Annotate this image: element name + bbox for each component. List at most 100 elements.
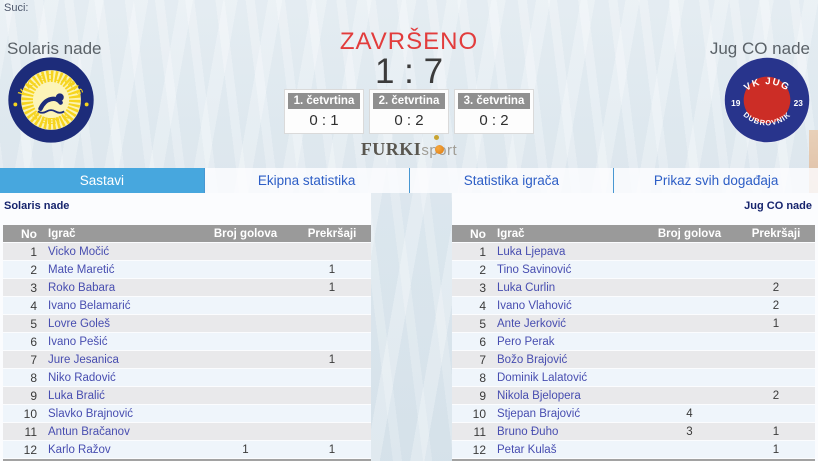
player-name: Božo Brajović <box>497 353 568 366</box>
table-row: 10 Slavko Brajnović <box>3 405 371 422</box>
player-number: 1 <box>30 244 37 259</box>
quarter-box-1: 1. četvrtina 0 : 1 <box>284 89 364 134</box>
table-row: 8 Dominik Lalatović <box>452 369 815 386</box>
column-header: Broj golova <box>213 227 278 240</box>
player-number: 4 <box>479 298 486 313</box>
next-section-bar <box>452 459 815 461</box>
player-name: Ivano Vlahović <box>497 299 572 312</box>
player-name: Nikola Bjelopera <box>497 389 581 402</box>
player-number: 7 <box>30 352 37 367</box>
svg-text:23: 23 <box>794 98 804 108</box>
player-name: Jure Jesanica <box>48 353 119 366</box>
player-number: 2 <box>479 262 486 277</box>
quarter-score: 0 : 2 <box>479 112 509 129</box>
player-number: 5 <box>30 316 37 331</box>
player-fouls: 2 <box>772 389 780 402</box>
quarter-box-2: 2. četvrtina 0 : 2 <box>369 89 449 134</box>
player-goals: 1 <box>242 443 249 456</box>
player-fouls: 1 <box>772 317 780 330</box>
player-number: 1 <box>479 244 486 259</box>
player-number: 7 <box>479 352 486 367</box>
player-number: 8 <box>30 370 37 385</box>
table-row: 11 Antun Bračanov <box>3 423 371 440</box>
away-roster-team-label: Jug CO nade <box>744 200 812 212</box>
table-row: 6 Ivano Pešić <box>3 333 371 350</box>
quarter-score: 0 : 2 <box>394 112 424 129</box>
next-section-bar <box>3 459 371 461</box>
player-name: Petar Kulaš <box>497 443 557 456</box>
quarter-box-3: 3. četvrtina 0 : 2 <box>454 89 534 134</box>
table-row: 5 Lovre Goleš <box>3 315 371 332</box>
table-row: 11 Bruno Đuho 3 1 <box>452 423 815 440</box>
player-name: Ivano Pešić <box>48 335 108 348</box>
table-row: 6 Pero Perak <box>452 333 815 350</box>
player-number: 3 <box>30 280 37 295</box>
player-number: 12 <box>23 442 37 457</box>
tab-ekipna-statistika[interactable]: Ekipna statistika <box>203 168 409 193</box>
column-header: Prekršaji <box>307 227 357 240</box>
player-number: 10 <box>23 406 37 421</box>
player-name: Tino Savinović <box>497 263 572 276</box>
table-row: 3 Luka Čurlin 2 <box>452 279 815 296</box>
brand-serif-text: FURKI <box>360 139 422 159</box>
furkisport-brand: FURKIsport <box>0 135 818 160</box>
away-team-logo-icon: VK JUG DUBROVNIK 19 23 <box>723 56 811 144</box>
away-roster-panel: Jug CO nade No Igrač Broj golova Prekršaji 1… <box>452 193 818 461</box>
small-ball-icon <box>434 135 440 140</box>
player-name: Roko Babara <box>48 281 116 294</box>
table-header-row: No Igrač Broj golova Prekršaji <box>3 225 371 242</box>
table-row: 1 Vicko Močić <box>3 243 371 260</box>
player-name: Ante Jerković <box>497 317 567 330</box>
tab-prikaz-svih-doga-aja[interactable]: Prikaz svih događaja <box>613 168 818 193</box>
player-name: Niko Radović <box>48 371 116 384</box>
player-goals: 3 <box>686 425 693 438</box>
player-fouls: 1 <box>328 443 336 456</box>
player-name: Antun Bračanov <box>48 425 130 438</box>
player-name: Lovre Goleš <box>48 317 111 330</box>
player-number: 9 <box>479 388 486 403</box>
table-row: 9 Luka Bralić <box>3 387 371 404</box>
match-score: 1 : 7 <box>374 52 444 91</box>
player-name: Pero Perak <box>497 335 555 348</box>
player-number: 4 <box>30 298 37 313</box>
player-name: Mate Maretić <box>48 263 115 276</box>
player-number: 6 <box>30 334 37 349</box>
player-fouls: 2 <box>772 299 780 312</box>
referees-label: Suci: <box>4 2 29 14</box>
quarter-label: 1. četvrtina <box>288 93 360 109</box>
table-row: 1 Luka Ljepava <box>452 243 815 260</box>
player-number: 12 <box>472 442 486 457</box>
table-row: 8 Niko Radović <box>3 369 371 386</box>
player-number: 8 <box>479 370 486 385</box>
home-team-name: Solaris nade <box>7 39 102 58</box>
home-roster-panel: Solaris nade No Igrač Broj golova Prekršaji… <box>0 193 371 461</box>
column-header: Broj golova <box>657 227 722 240</box>
column-header: Igrač <box>48 227 76 240</box>
player-fouls: 1 <box>328 353 336 366</box>
column-header: Prekršaji <box>751 227 801 240</box>
column-header: Igrač <box>497 227 525 240</box>
column-header: No <box>470 226 486 241</box>
table-row: 12 Karlo Ražov 1 1 <box>3 441 371 458</box>
player-fouls: 2 <box>772 281 780 294</box>
match-status: ZAVRŠENO <box>339 28 479 55</box>
away-roster-table: No Igrač Broj golova Prekršaji 1 Luka Ljepava… <box>452 225 815 461</box>
player-name: Vicko Močić <box>48 245 110 258</box>
player-number: 6 <box>479 334 486 349</box>
player-number: 11 <box>24 424 37 439</box>
table-row: 4 Ivano Belamarić <box>3 297 371 314</box>
player-goals: 4 <box>686 407 693 420</box>
table-row: 10 Stjepan Brajović 4 <box>452 405 815 422</box>
player-number: 10 <box>472 406 486 421</box>
table-row: 7 Božo Brajović <box>452 351 815 368</box>
tab-sastavi[interactable]: Sastavi <box>0 168 204 193</box>
home-roster-team-label: Solaris nade <box>4 200 70 212</box>
quarter-scores: 1. četvrtina 0 : 1 2. četvrtina 0 : 2 3. čet… <box>0 89 818 134</box>
ball-icon <box>435 145 445 154</box>
player-number: 9 <box>30 388 37 403</box>
quarter-label: 2. četvrtina <box>373 93 445 109</box>
home-team-logo-icon: V.K. SOLARIS ŠIBENIK <box>8 57 94 143</box>
svg-text:19: 19 <box>731 98 741 108</box>
tab-statistika-igra-a[interactable]: Statistika igrača <box>408 168 614 193</box>
table-row: 5 Ante Jerković 1 <box>452 315 815 332</box>
